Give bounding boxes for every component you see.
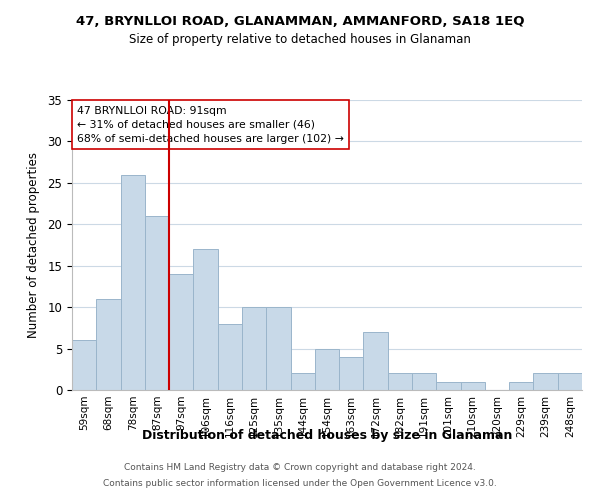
Bar: [242, 307, 266, 390]
Bar: [509, 382, 533, 390]
Text: Distribution of detached houses by size in Glanaman: Distribution of detached houses by size …: [142, 428, 512, 442]
Bar: [339, 357, 364, 390]
Bar: [121, 174, 145, 390]
Bar: [145, 216, 169, 390]
Bar: [533, 374, 558, 390]
Bar: [436, 382, 461, 390]
Bar: [388, 374, 412, 390]
Text: 47 BRYNLLOI ROAD: 91sqm
← 31% of detached houses are smaller (46)
68% of semi-de: 47 BRYNLLOI ROAD: 91sqm ← 31% of detache…: [77, 106, 344, 144]
Y-axis label: Number of detached properties: Number of detached properties: [28, 152, 40, 338]
Bar: [412, 374, 436, 390]
Bar: [461, 382, 485, 390]
Bar: [96, 299, 121, 390]
Bar: [558, 374, 582, 390]
Bar: [290, 374, 315, 390]
Bar: [315, 348, 339, 390]
Bar: [193, 249, 218, 390]
Bar: [266, 307, 290, 390]
Bar: [72, 340, 96, 390]
Text: 47, BRYNLLOI ROAD, GLANAMMAN, AMMANFORD, SA18 1EQ: 47, BRYNLLOI ROAD, GLANAMMAN, AMMANFORD,…: [76, 15, 524, 28]
Text: Size of property relative to detached houses in Glanaman: Size of property relative to detached ho…: [129, 32, 471, 46]
Bar: [364, 332, 388, 390]
Text: Contains HM Land Registry data © Crown copyright and database right 2024.: Contains HM Land Registry data © Crown c…: [124, 464, 476, 472]
Bar: [218, 324, 242, 390]
Bar: [169, 274, 193, 390]
Text: Contains public sector information licensed under the Open Government Licence v3: Contains public sector information licen…: [103, 478, 497, 488]
